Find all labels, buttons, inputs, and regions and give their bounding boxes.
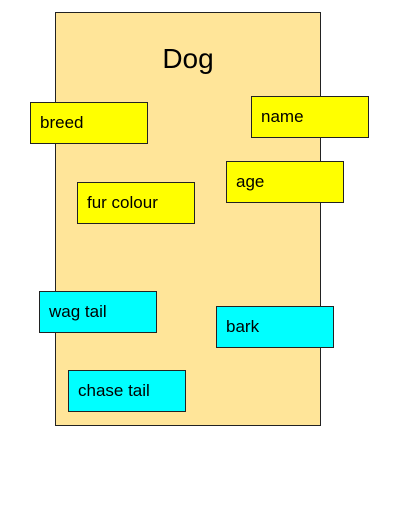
method-chase-tail: chase tail [68, 370, 186, 412]
attribute-fur-colour: fur colour [77, 182, 195, 224]
attribute-name: name [251, 96, 369, 138]
method-bark: bark [216, 306, 334, 348]
attribute-breed: breed [30, 102, 148, 144]
method-wag-tail: wag tail [39, 291, 157, 333]
attribute-age: age [226, 161, 344, 203]
class-title: Dog [162, 43, 214, 74]
